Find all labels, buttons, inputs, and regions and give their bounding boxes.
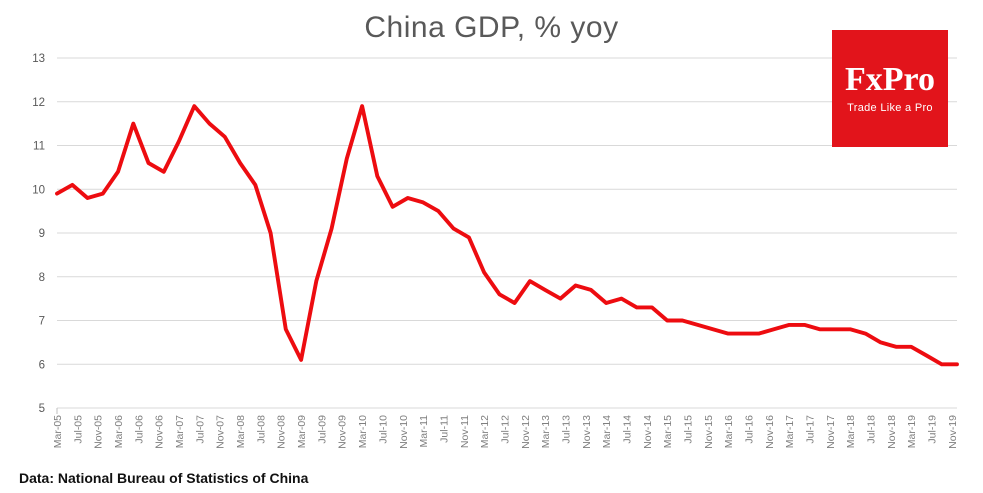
x-tick-label: Mar-07	[174, 415, 186, 448]
x-tick-label: Nov-12	[520, 415, 532, 449]
x-tick-label: Nov-10	[398, 415, 410, 449]
x-tick-label: Nov-08	[276, 415, 288, 449]
x-tick-label: Jul-08	[255, 415, 267, 444]
x-tick-label: Jul-16	[744, 415, 756, 444]
x-tick-label: Mar-18	[845, 415, 857, 448]
x-tick-label: Jul-09	[316, 415, 328, 444]
x-tick-label: Nov-14	[642, 415, 654, 449]
x-tick-label: Nov-05	[93, 415, 105, 449]
fxpro-brand-wordmark: FxPro	[844, 61, 935, 98]
chart-title: China GDP, % yoy	[364, 11, 619, 44]
x-tick-label: Mar-17	[784, 415, 796, 448]
x-tick-label: Jul-14	[622, 415, 634, 444]
x-tick-label: Jul-11	[438, 415, 450, 443]
x-tick-label: Mar-09	[296, 415, 308, 448]
x-tick-label: Nov-13	[581, 415, 593, 449]
x-tick-label: Mar-19	[906, 415, 918, 448]
y-tick-label: 5	[39, 403, 45, 415]
x-tick-label: Mar-13	[540, 415, 552, 448]
x-tick-label: Jul-07	[194, 415, 206, 444]
x-tick-label: Nov-06	[154, 415, 166, 449]
x-tick-label: Jul-15	[683, 415, 695, 444]
x-tick-label: Nov-18	[886, 415, 898, 449]
x-tick-label: Mar-06	[113, 415, 125, 448]
y-tick-label: 6	[39, 359, 45, 371]
gdp-line-chart: 5 6 7 8 9 10 11 12 13 Mar-05 Jul-05 Nov-05 Mar-06 Jul…	[32, 53, 959, 449]
y-tick-label: 13	[32, 53, 45, 65]
x-tick-label: Nov-19	[947, 415, 959, 449]
x-tick-label: Jul-18	[866, 415, 878, 444]
x-tick-label: Nov-09	[337, 415, 349, 449]
y-tick-label: 7	[39, 316, 45, 328]
y-tick-label: 11	[33, 141, 45, 153]
x-tick-label: Mar-15	[662, 415, 674, 448]
x-tick-label: Nov-11	[459, 415, 471, 448]
x-tick-label: Nov-16	[764, 415, 776, 449]
fxpro-tagline: Trade Like a Pro	[847, 102, 933, 114]
y-tick-label: 9	[39, 228, 45, 240]
x-tick-label: Jul-19	[927, 415, 939, 444]
x-tick-label: Mar-05	[52, 415, 64, 448]
x-tick-label: Jul-13	[561, 415, 573, 444]
x-tick-label: Jul-05	[72, 415, 84, 444]
x-tick-label: Jul-17	[805, 415, 817, 444]
fxpro-logo: FxPro Trade Like a Pro	[832, 30, 948, 147]
x-tick-label: Nov-17	[825, 415, 837, 449]
data-source-note: Data: National Bureau of Statistics of C…	[19, 470, 309, 486]
x-tick-label: Mar-12	[479, 415, 491, 448]
x-tick-label: Nov-15	[703, 415, 715, 449]
x-tick-label: Mar-16	[723, 415, 735, 448]
x-tick-label: Mar-08	[235, 415, 247, 448]
gdp-line-series	[55, 104, 959, 367]
x-tick-label: Mar-10	[357, 415, 369, 448]
x-tick-label: Mar-11	[418, 415, 430, 448]
x-tick-label: Jul-10	[377, 415, 389, 444]
y-tick-label: 8	[39, 272, 45, 284]
x-tick-label: Jul-06	[133, 415, 145, 444]
x-tick-label: Nov-07	[215, 415, 227, 449]
x-tick-label: Jul-12	[500, 415, 512, 444]
x-tick-label: Mar-14	[601, 415, 613, 448]
y-tick-label: 12	[32, 97, 45, 109]
y-tick-label: 10	[32, 184, 45, 196]
